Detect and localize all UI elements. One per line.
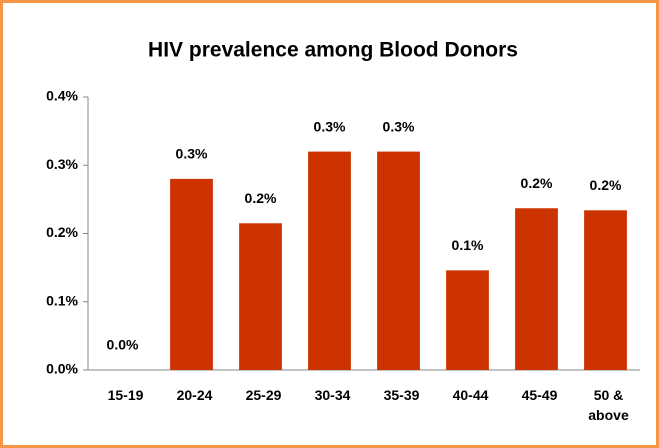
data-label: 0.1% xyxy=(452,237,484,253)
data-label: 0.0% xyxy=(107,337,139,353)
x-tick-label: 15-19 xyxy=(107,387,144,403)
chart: HIV prevalence among Blood Donors 0.0% 0.… xyxy=(46,39,640,377)
x-tick-label: 30-34 xyxy=(314,387,351,403)
data-label: 0.3% xyxy=(314,118,346,134)
bar xyxy=(515,208,558,370)
bar xyxy=(584,210,627,370)
data-label: 0.3% xyxy=(176,146,208,162)
y-tick-label: 0.1% xyxy=(46,292,78,308)
y-tick-label: 0.0% xyxy=(46,361,78,377)
data-label: 0.2% xyxy=(521,175,553,191)
x-tick-label: 35-39 xyxy=(383,387,420,403)
bar xyxy=(170,178,213,370)
chart-title: HIV prevalence among Blood Donors xyxy=(148,39,518,62)
bar xyxy=(377,151,420,370)
x-tick-label: 20-24 xyxy=(176,387,213,403)
y-tick-label: 0.4% xyxy=(46,88,78,104)
x-tick-label: 40-44 xyxy=(452,387,489,403)
bar xyxy=(239,223,282,370)
y-tick-label: 0.3% xyxy=(46,156,78,172)
data-label: 0.2% xyxy=(590,177,622,193)
bar xyxy=(446,270,489,370)
x-tick-label: 25-29 xyxy=(245,387,282,403)
data-label: 0.3% xyxy=(383,118,415,134)
y-tick-label: 0.2% xyxy=(46,224,78,240)
data-label: 0.2% xyxy=(245,190,277,206)
x-tick-label: 50 & above xyxy=(588,387,629,423)
bar xyxy=(308,151,351,370)
x-tick-label: 45-49 xyxy=(521,387,558,403)
